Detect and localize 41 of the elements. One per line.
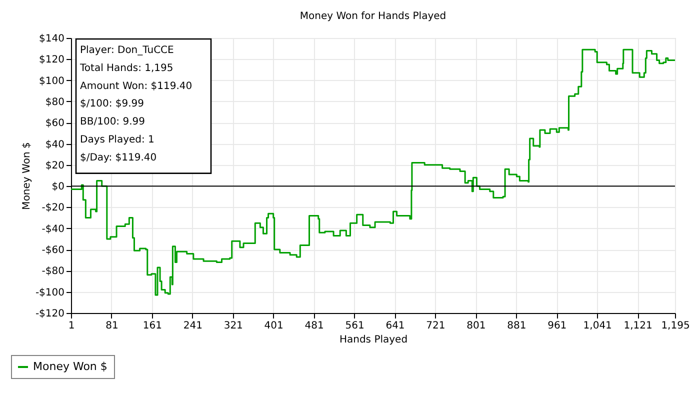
y-tick-label: -$20: [42, 202, 64, 214]
x-tick-label: 1,195: [661, 320, 690, 332]
x-tick-label: 561: [345, 320, 364, 332]
x-tick-label: 161: [142, 320, 162, 332]
chart-title: Money Won for Hands Played: [300, 11, 446, 22]
x-tick-label: 1,121: [624, 320, 652, 332]
y-tick-label: $100: [39, 76, 64, 87]
x-tick-label: 961: [548, 320, 567, 332]
y-tick-label: -$120: [35, 308, 64, 320]
annotation: Player: Don_TuCCE: [80, 45, 174, 56]
y-tick-label: $120: [39, 54, 64, 66]
y-tick-label: $0: [52, 182, 64, 193]
x-tick-label: 241: [183, 320, 202, 332]
x-tick-label: 401: [264, 320, 284, 332]
y-tick-label: -$80: [42, 266, 64, 278]
annotation: Days Played: 1: [80, 134, 154, 146]
x-tick-label: 81: [106, 320, 118, 332]
x-tick-label: 321: [224, 320, 243, 332]
y-tick-label: -$100: [35, 287, 64, 298]
x-axis-title: Hands Played: [339, 334, 408, 346]
y-tick-label: $60: [45, 118, 64, 130]
y-axis-title: Money Won $: [21, 142, 32, 210]
x-tick-label: 481: [304, 320, 324, 332]
annotation: BB/100: 9.99: [80, 116, 145, 128]
x-tick-label: 721: [426, 320, 446, 332]
annotation: Amount Won: $119.40: [80, 80, 192, 92]
x-tick-label: 1: [68, 320, 75, 332]
annotation: $/Day: $119.40: [80, 152, 157, 164]
legend-label: Money Won $: [33, 360, 108, 373]
x-tick-label: 641: [386, 320, 405, 332]
annotation: $/100: $9.99: [80, 98, 144, 110]
y-tick-label: -$40: [42, 224, 64, 235]
y-tick-label: $140: [39, 34, 64, 44]
annotation: Total Hands: 1,195: [79, 62, 174, 74]
y-tick-label: $80: [45, 96, 64, 108]
y-tick-label: $40: [45, 139, 64, 150]
x-tick-label: 881: [507, 320, 526, 332]
y-tick-label: -$60: [42, 245, 64, 256]
y-tick-label: $20: [45, 160, 64, 172]
x-tick-label: 1,041: [583, 320, 612, 332]
x-tick-label: 801: [466, 320, 486, 332]
